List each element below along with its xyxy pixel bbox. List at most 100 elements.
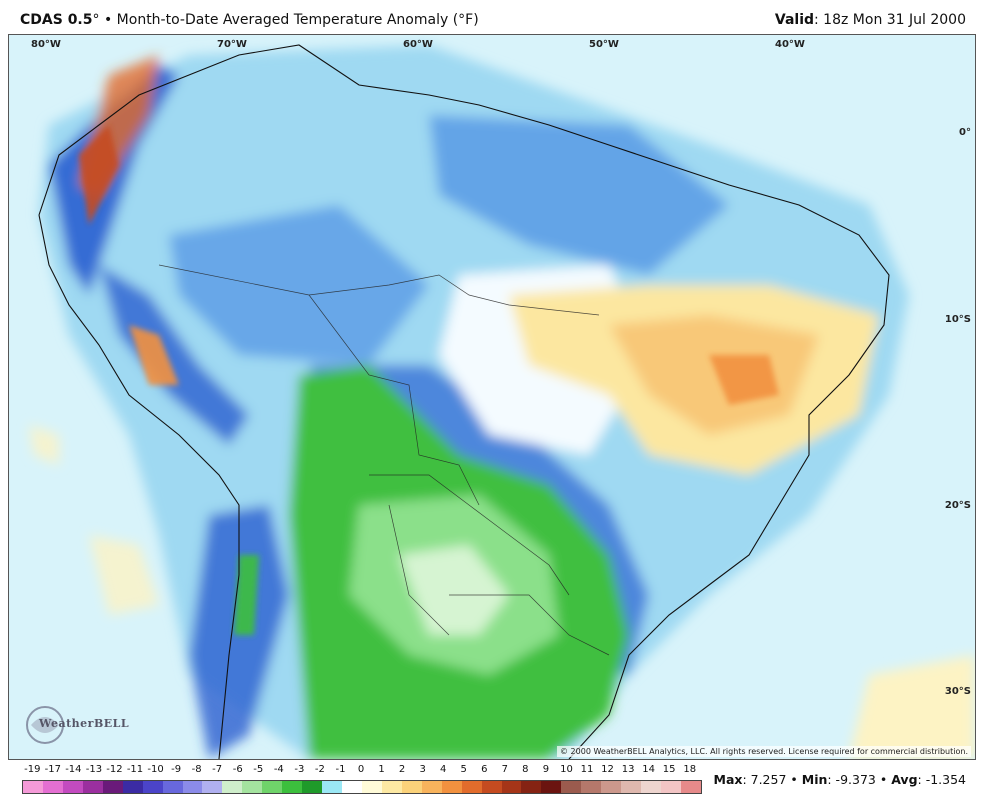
anomaly-map: 80°W 70°W 60°W 50°W 40°W 0° 10°S 20°S 30… [8,34,976,760]
legend-tick-label: -13 [85,764,103,775]
legend-swatch [421,781,442,793]
color-legend: -19 -17 -14 -13 -12 -11 -10 -9 -8 -7 -6 -5 -4 -3 -2 -1 0… [22,764,702,804]
legend-swatch [381,781,402,793]
legend-swatch [342,781,362,793]
legend-tick-label: 11 [580,764,594,775]
legend-swatch [182,781,203,793]
degree-sign: ° [92,12,100,28]
legend-swatch [222,781,243,793]
legend-tick-label: -1 [335,764,346,775]
legend-swatch [481,781,502,793]
legend-tick-label: -11 [126,764,144,775]
legend-swatch [82,781,103,793]
legend-swatch [62,781,83,793]
copyright-notice: © 2000 WeatherBELL Analytics, LLC. All r… [557,746,971,757]
legend-tick-label: 1 [378,764,385,775]
map-canvas [9,35,975,759]
legend-tick-label: 0 [357,764,365,775]
legend-tick-label: 2 [398,764,406,775]
legend-swatch [42,781,63,793]
header-bar: CDAS 0.5° • Month-to-Date Averaged Tempe… [0,0,984,34]
lon-label-40w: 40°W [775,39,805,50]
legend-swatch [561,781,582,793]
legend-swatch [621,781,642,793]
avg-value: : -1.354 [917,772,966,787]
legend-tick-label: 18 [683,764,697,775]
legend-swatch [302,781,323,793]
legend-tick-label: -2 [314,764,325,775]
legend-tick-label: 10 [560,764,573,775]
legend-swatch [242,781,263,793]
legend-tick-label: 5 [460,764,467,775]
legend-swatch [23,781,43,793]
legend-tick-label: -19 [24,764,41,775]
stats-separator: • [875,772,892,787]
anomaly-detail [79,125,779,635]
legend-swatch [541,781,562,793]
legend-tick-label: 14 [642,764,655,775]
legend-swatch [680,781,701,793]
lon-label-80w: 80°W [31,39,61,50]
legend-swatch [202,781,223,793]
legend-swatch [581,781,602,793]
coastlines [38,44,890,759]
legend-tick-label: -10 [147,764,164,775]
country-borders [158,264,610,656]
lat-label-20s: 20°S [944,500,971,511]
legend-tick-label: 7 [501,764,508,775]
legend-swatch [142,781,163,793]
lat-label-10s: 10°S [944,314,971,325]
legend-swatch [401,781,422,793]
legend-tick-label: -6 [232,764,243,775]
legend-tick-label: -4 [273,764,284,775]
max-label: Max [713,772,743,787]
field-statistics: Max: 7.257 • Min: -9.373 • Avg: -1.354 [714,772,967,787]
valid-time: Valid: 18z Mon 31 Jul 2000 [775,12,966,28]
legend-swatch [601,781,622,793]
map-title: CDAS 0.5° • Month-to-Date Averaged Tempe… [20,12,479,28]
weatherbell-logo-icon [26,706,64,744]
legend-swatch [282,781,303,793]
lon-label-70w: 70°W [217,39,247,50]
min-label: Min [801,772,828,787]
legend-swatch [461,781,482,793]
legend-tick-label: 4 [439,764,447,775]
legend-tick-label: 15 [662,764,676,775]
lon-label-60w: 60°W [403,39,433,50]
legend-swatch [521,781,542,793]
min-value: : -9.373 [827,772,876,787]
legend-swatch [122,781,143,793]
legend-tick-label: -3 [294,764,305,775]
legend-color-bar [22,780,702,794]
legend-tick-label: -12 [106,764,123,775]
max-value: : 7.257 [742,772,787,787]
logo-text: WeatherBELL [39,717,130,730]
model-name: CDAS 0.5 [20,12,93,28]
legend-swatch [441,781,462,793]
lat-label-0: 0° [959,127,971,138]
legend-tick-label: -5 [253,764,264,775]
legend-swatch [641,781,661,793]
legend-tick-label: -17 [44,764,61,775]
legend-swatch [162,781,183,793]
product-name: Month-to-Date Averaged Temperature Anoma… [116,12,479,28]
legend-tick-label: -9 [171,764,182,775]
legend-tick-label: 13 [621,764,635,775]
legend-swatch [661,781,681,793]
legend-swatch [102,781,123,793]
legend-tick-labels: -19 -17 -14 -13 -12 -11 -10 -9 -8 -7 -6 -5 -4 -3 -2 -1 0… [22,764,702,778]
legend-tick-label: -8 [191,764,202,775]
legend-swatch [361,781,382,793]
legend-swatch [322,781,342,793]
legend-tick-label: 6 [481,764,488,775]
legend-tick-label: 8 [522,764,529,775]
lon-label-50w: 50°W [589,39,619,50]
valid-time-value: : 18z Mon 31 Jul 2000 [814,12,966,28]
valid-label: Valid [774,12,815,28]
stats-separator: • [786,772,802,787]
legend-swatch [262,781,283,793]
lat-label-30s: 30°S [944,686,971,697]
legend-tick-label: 3 [419,764,426,775]
title-separator: • [103,12,113,28]
legend-tick-label: -7 [212,764,223,775]
